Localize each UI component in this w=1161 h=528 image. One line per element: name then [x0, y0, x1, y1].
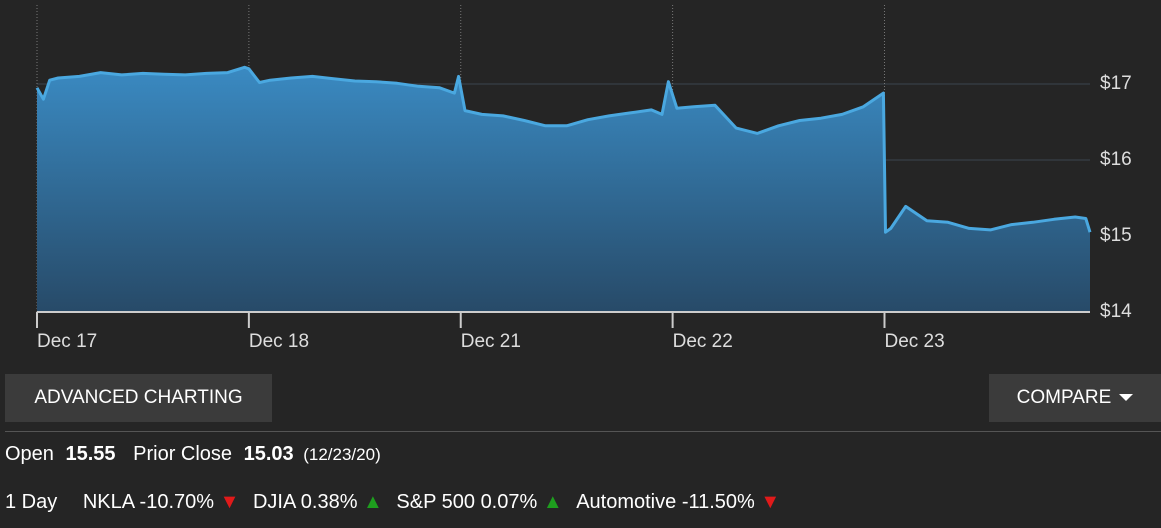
perf-name: Automotive	[576, 491, 677, 513]
compare-label: COMPARE	[1016, 387, 1112, 408]
caret	[1119, 394, 1134, 401]
x-tick-label: Dec 17	[37, 331, 97, 352]
y-tick-label: $15	[1100, 225, 1132, 246]
period: 1 Day	[5, 491, 58, 513]
open-label: Open	[5, 443, 54, 465]
perf-change: 0.38%	[300, 491, 358, 513]
prior-close-label: Prior Close	[133, 443, 233, 465]
perf-item[interactable]: Automotive -11.50% ▼	[576, 491, 780, 513]
perf-change: -11.50%	[681, 491, 755, 513]
chart: $14 $15 $16 $17 Dec 17 Dec 18 Dec 21 Dec 22 Dec …	[35, 5, 1132, 352]
perf-item[interactable]: DJIA 0.38% ▲	[253, 491, 383, 513]
compare-button[interactable]: COMPARE	[989, 374, 1161, 422]
x-tick-label: Dec 18	[249, 331, 309, 352]
area	[37, 67, 1090, 312]
prior-close-date: (12/23/20)	[303, 445, 381, 464]
down-arrow: ▼	[219, 491, 240, 513]
up-arrow: ▲	[363, 491, 383, 513]
price-line	[35, 65, 1092, 234]
x-tick-label: Dec 22	[673, 331, 733, 352]
y-tick-label: $17	[1100, 73, 1132, 94]
down-arrow: ▼	[760, 491, 781, 513]
y-tick-label: $16	[1100, 149, 1132, 170]
advanced-charting-button[interactable]: ADVANCED CHARTING	[5, 374, 272, 422]
prior-close-value: 15.03	[243, 443, 294, 465]
x-tick-label: Dec 21	[461, 331, 521, 352]
perf-change: -10.70%	[139, 491, 215, 513]
x-tick-label: Dec 23	[884, 331, 944, 352]
perf-name: NKLA	[82, 491, 134, 513]
perf-item[interactable]: S&P 500 0.07% ▲	[396, 491, 562, 513]
quote-row: Open 15.55 Prior Close 15.03 (12/23/20)	[5, 443, 381, 466]
performance-row: 1 Day NKLA -10.70% ▼ DJIA 0.38% ▲ S&P 50…	[5, 491, 780, 514]
y-tick-label: $14	[1100, 301, 1132, 322]
perf-name: DJIA	[252, 491, 296, 513]
perf-name: S&P 500	[396, 491, 475, 513]
perf-change: 0.07%	[480, 491, 538, 513]
open-value: 15.55	[65, 443, 116, 465]
perf-item[interactable]: NKLA -10.70% ▼	[83, 491, 240, 513]
divider	[5, 431, 1161, 432]
up-arrow: ▲	[542, 491, 563, 513]
